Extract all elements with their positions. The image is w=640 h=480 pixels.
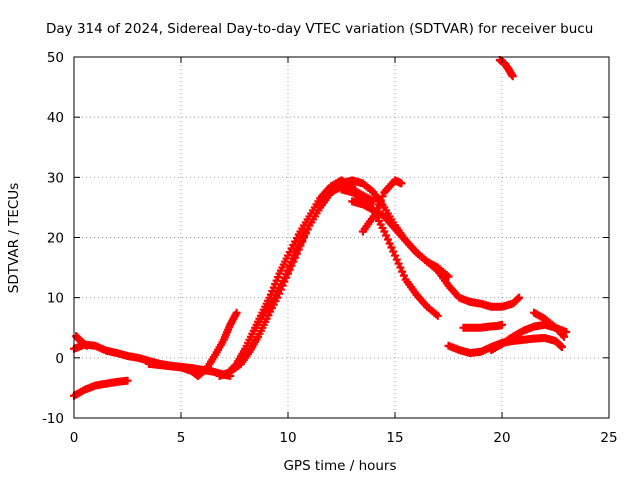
plus-markers bbox=[70, 376, 132, 400]
data-marks bbox=[70, 56, 571, 400]
x-tick-label: 0 bbox=[70, 430, 79, 446]
x-tick-label: 25 bbox=[600, 430, 617, 446]
x-tick-label: 20 bbox=[493, 430, 510, 446]
y-axis-label: SDTVAR / TECUs bbox=[6, 183, 22, 293]
series-track-9 bbox=[348, 197, 453, 281]
series-track-11 bbox=[459, 320, 506, 332]
series-track-5 bbox=[228, 182, 378, 374]
x-tick-label: 15 bbox=[386, 430, 403, 446]
plus-markers bbox=[144, 308, 241, 380]
plus-markers bbox=[348, 197, 453, 281]
x-tick-label: 5 bbox=[177, 430, 186, 446]
plus-markers bbox=[228, 182, 378, 374]
grid-lines bbox=[74, 57, 609, 418]
series-track-7 bbox=[251, 176, 524, 332]
plus-markers bbox=[251, 176, 524, 332]
series-track-2 bbox=[70, 376, 132, 400]
y-tick-label: 40 bbox=[47, 110, 64, 126]
x-tick-label: 10 bbox=[279, 430, 296, 446]
plus-markers bbox=[358, 176, 406, 236]
y-tick-label: 20 bbox=[47, 231, 64, 247]
plus-markers bbox=[459, 320, 506, 332]
series-track-4 bbox=[144, 308, 241, 380]
series-track-3 bbox=[72, 332, 91, 350]
x-axis-label: GPS time / hours bbox=[283, 458, 396, 474]
series-track-10 bbox=[358, 176, 406, 236]
plus-markers bbox=[530, 308, 569, 341]
y-tick-label: 30 bbox=[47, 170, 64, 186]
series-track-15 bbox=[495, 56, 517, 81]
plus-markers bbox=[495, 56, 517, 81]
y-tick-label: -10 bbox=[42, 411, 64, 427]
series-track-14 bbox=[530, 308, 569, 341]
axis-ticks: 0 5 10 15 20 25 -10 0 10 20 30 40 50 bbox=[42, 50, 618, 446]
y-tick-label: 10 bbox=[47, 291, 64, 307]
y-tick-label: 50 bbox=[47, 50, 64, 66]
chart-title: Day 314 of 2024, Sidereal Day-to-day VTE… bbox=[46, 21, 593, 37]
plus-markers bbox=[72, 332, 91, 350]
y-tick-label: 0 bbox=[55, 351, 64, 367]
